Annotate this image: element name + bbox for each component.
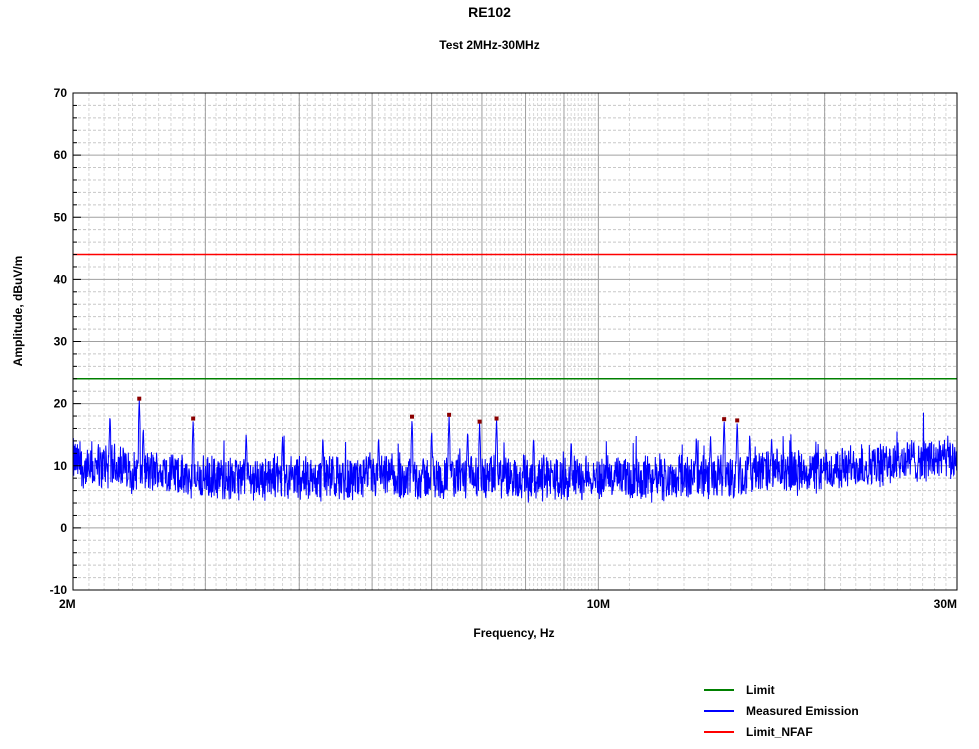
y-tick-label: 40: [54, 272, 68, 286]
peak-marker: [191, 416, 196, 421]
peak-marker: [410, 414, 415, 419]
legend-label-measured-emission: Measured Emission: [746, 703, 859, 718]
legend: Limit Measured Emission Limit_NFAF: [704, 679, 859, 742]
grid-layer: [72, 92, 958, 591]
legend-item-limit: Limit: [704, 679, 859, 700]
legend-swatch-measured-emission: [704, 709, 734, 712]
peak-marker: [447, 412, 452, 417]
axis-layer: -10 0 10 20 30 40 50 60 70 2M 10M 30M: [50, 86, 957, 611]
y-tick-label: 70: [54, 86, 68, 100]
legend-swatch-limit: [704, 688, 734, 691]
data-layer: [72, 253, 958, 503]
y-tick-label: 50: [54, 210, 68, 224]
peak-marker: [137, 396, 142, 401]
peak-marker: [477, 419, 482, 424]
peak-marker: [735, 418, 740, 423]
y-tick-label: 20: [54, 397, 68, 411]
y-axis-label: Amplitude, dBuV/m: [11, 255, 25, 367]
peak-marker: [494, 416, 499, 421]
y-tick-label: -10: [50, 583, 68, 597]
y-tick-label: 0: [60, 521, 67, 535]
x-tick-label: 30M: [934, 597, 957, 611]
y-tick-label: 30: [54, 335, 68, 349]
chart-subtitle: Test 2MHz-30MHz: [439, 38, 540, 52]
y-tick-label: 10: [54, 459, 68, 473]
legend-label-limit-nfaf: Limit_NFAF: [746, 724, 813, 739]
y-tick-label: 60: [54, 148, 68, 162]
peak-marker: [722, 417, 727, 422]
x-tick-label: 10M: [587, 597, 610, 611]
legend-swatch-limit-nfaf: [704, 730, 734, 733]
series-line-measured-emission: [72, 400, 958, 503]
legend-item-measured-emission: Measured Emission: [704, 700, 859, 721]
legend-item-limit-nfaf: Limit_NFAF: [704, 721, 859, 742]
x-tick-label: 2M: [59, 597, 76, 611]
legend-label-limit: Limit: [746, 682, 775, 697]
chart-title: RE102: [468, 4, 511, 20]
x-axis-label: Frequency, Hz: [473, 626, 555, 640]
